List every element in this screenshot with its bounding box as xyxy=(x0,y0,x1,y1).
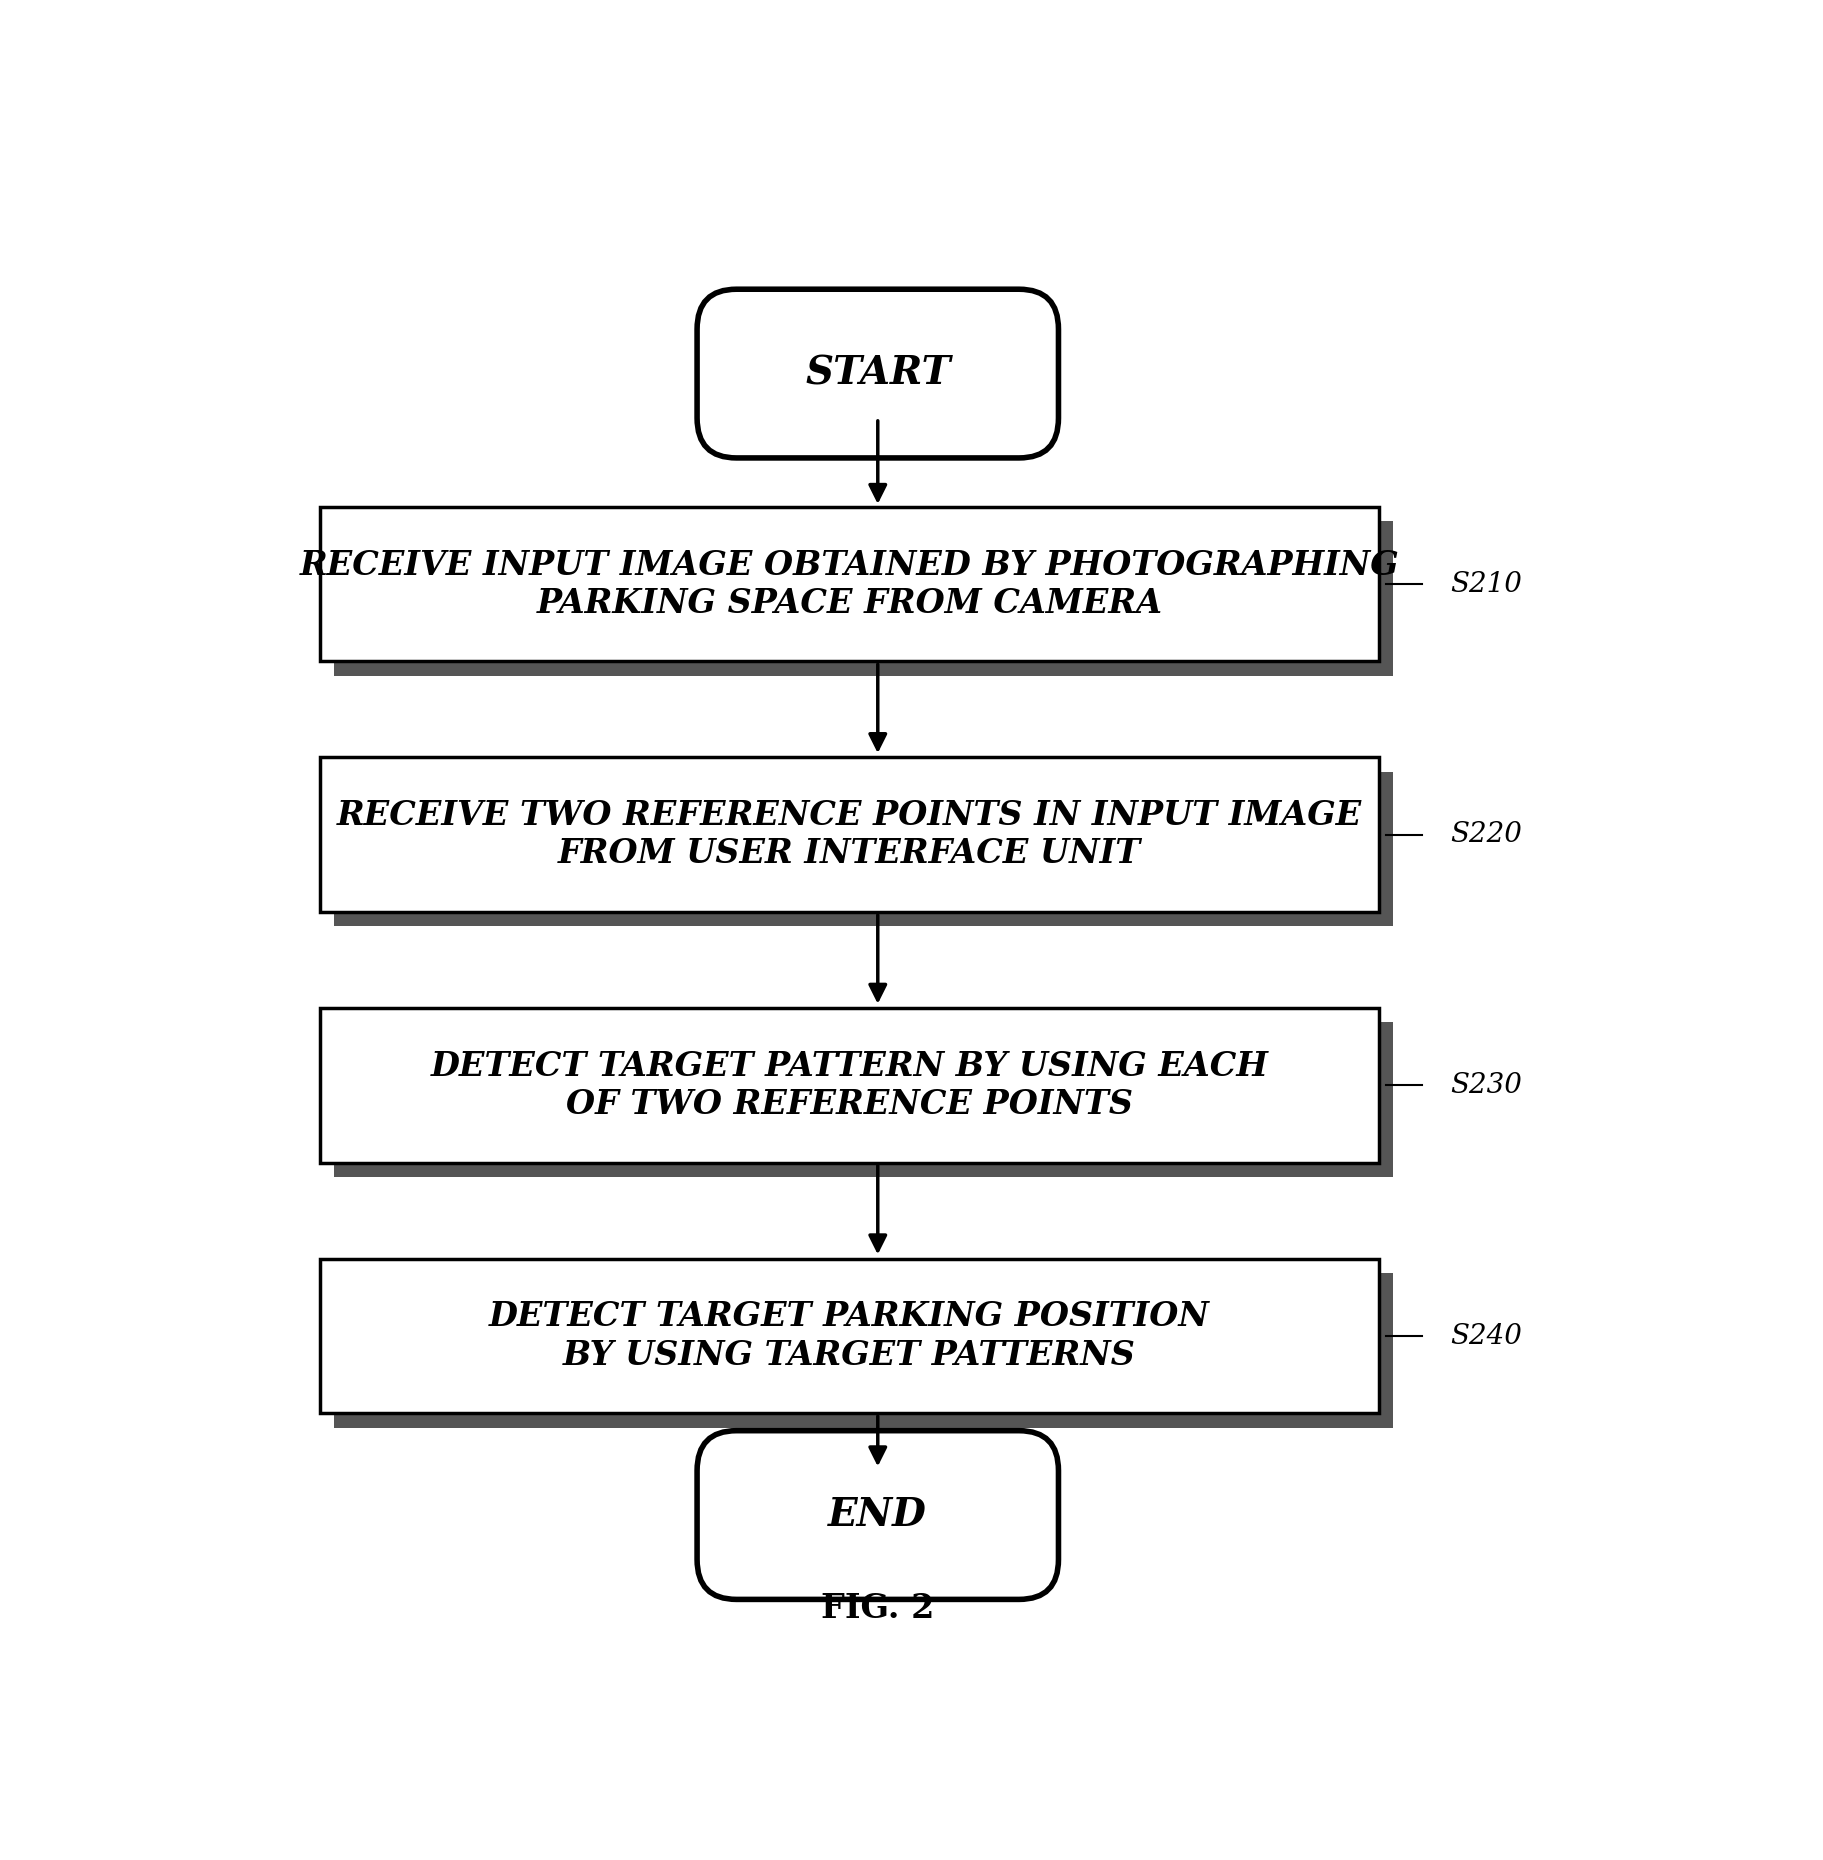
Text: START: START xyxy=(806,355,950,392)
FancyBboxPatch shape xyxy=(319,757,1380,911)
FancyBboxPatch shape xyxy=(696,288,1059,458)
FancyBboxPatch shape xyxy=(334,1272,1393,1428)
Text: S210: S210 xyxy=(1449,571,1522,597)
Text: RECEIVE INPUT IMAGE OBTAINED BY PHOTOGRAPHING
PARKING SPACE FROM CAMERA: RECEIVE INPUT IMAGE OBTAINED BY PHOTOGRA… xyxy=(299,549,1400,619)
Text: S240: S240 xyxy=(1449,1322,1522,1350)
Text: DETECT TARGET PATTERN BY USING EACH
OF TWO REFERENCE POINTS: DETECT TARGET PATTERN BY USING EACH OF T… xyxy=(430,1049,1269,1122)
FancyBboxPatch shape xyxy=(696,1430,1059,1600)
FancyBboxPatch shape xyxy=(319,1008,1380,1162)
FancyBboxPatch shape xyxy=(319,506,1380,662)
FancyBboxPatch shape xyxy=(334,521,1393,675)
Text: S220: S220 xyxy=(1449,822,1522,848)
Text: END: END xyxy=(828,1495,928,1534)
Text: S230: S230 xyxy=(1449,1071,1522,1099)
Text: FIG. 2: FIG. 2 xyxy=(820,1592,935,1624)
Text: RECEIVE TWO REFERENCE POINTS IN INPUT IMAGE
FROM USER INTERFACE UNIT: RECEIVE TWO REFERENCE POINTS IN INPUT IM… xyxy=(337,800,1362,870)
FancyBboxPatch shape xyxy=(319,1259,1380,1414)
Text: DETECT TARGET PARKING POSITION
BY USING TARGET PATTERNS: DETECT TARGET PARKING POSITION BY USING … xyxy=(489,1300,1210,1371)
FancyBboxPatch shape xyxy=(334,772,1393,926)
FancyBboxPatch shape xyxy=(334,1023,1393,1177)
